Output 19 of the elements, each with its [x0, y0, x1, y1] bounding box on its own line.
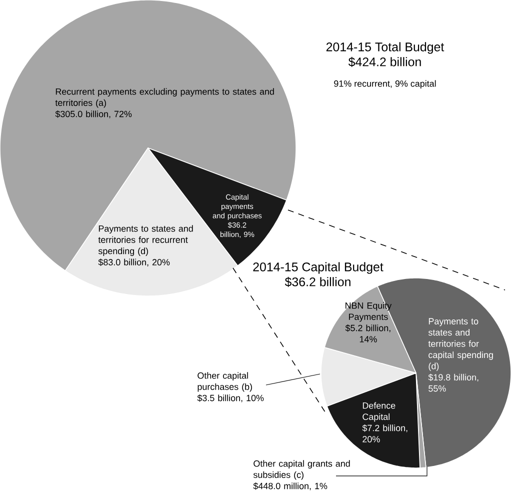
text: 91% recurrent, 9% capital	[334, 80, 436, 89]
data-label: $83.0 billion, 20%	[98, 258, 170, 266]
data-label: $19.8 billion, 55%	[428, 374, 478, 392]
text: $424.2 billion	[348, 56, 421, 68]
chart-title: 2014-15 Capital Budget	[253, 262, 384, 274]
slice-label: Payments to states and territories for recurrent spending (d)	[98, 225, 193, 256]
slice-label: NBN Equity Payments	[346, 302, 392, 322]
text: 2014-15 Total Budget	[326, 42, 444, 54]
data-label: $7.2 billion, 20%	[362, 424, 408, 442]
chart-subtitle: $36.2 billion	[284, 276, 350, 288]
data-label: $305.0 billion, 72%	[55, 110, 132, 118]
data-label: $448.0 million, 1%	[253, 482, 328, 490]
slice-label: Other capital purchases (b)	[198, 372, 252, 392]
data-label: $3.5 billion, 10%	[197, 394, 264, 402]
slice-label: Recurrent payments excluding payments to states and territories (a)	[55, 88, 274, 108]
data-label: $5.2 billion, 14%	[345, 324, 390, 342]
slice-label: Defence Capital	[362, 402, 396, 422]
slice-label: Payments to states and territories for capital spending (d)	[428, 318, 493, 372]
slice-label: Other capital grants and subsidies (c)	[253, 460, 350, 480]
